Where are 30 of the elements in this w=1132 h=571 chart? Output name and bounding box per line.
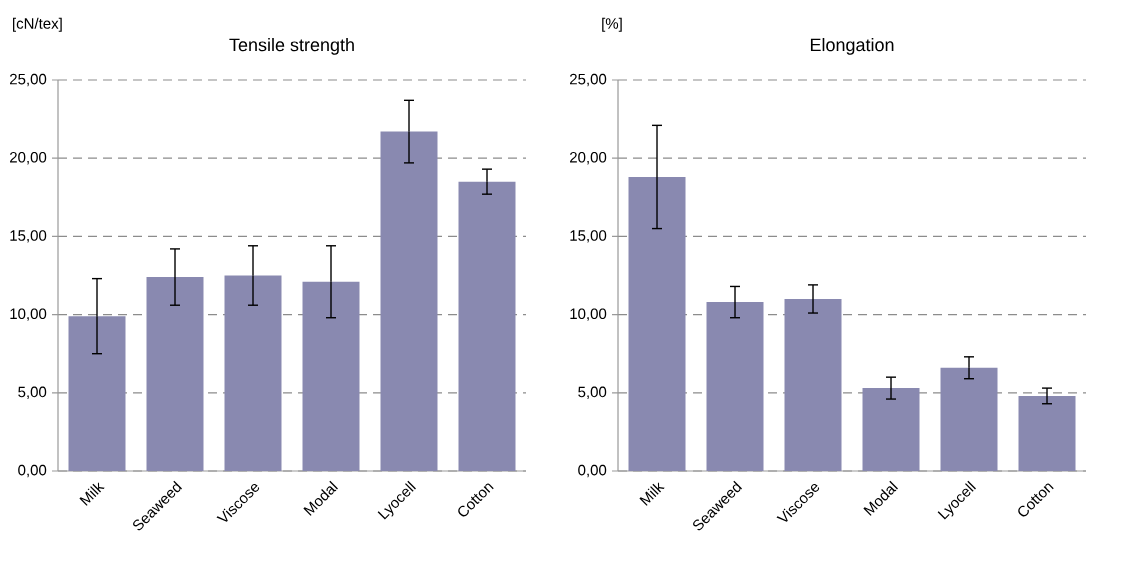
bar bbox=[784, 298, 842, 471]
y-tick-label: 5,00 bbox=[578, 386, 607, 399]
bar bbox=[146, 277, 204, 471]
chart-title: Tensile strength bbox=[229, 38, 354, 55]
bar bbox=[380, 131, 438, 471]
bar bbox=[1018, 395, 1076, 471]
y-tick-label: 0,00 bbox=[18, 464, 47, 478]
y-tick-label: 0,00 bbox=[578, 464, 607, 478]
y-axis-title: [cN/tex] bbox=[13, 17, 62, 32]
bar bbox=[302, 281, 360, 471]
y-axis-title: [%] bbox=[602, 17, 622, 32]
y-tick-label: 20,00 bbox=[10, 152, 47, 165]
y-tick-label: 10,00 bbox=[570, 308, 607, 321]
chart-title: Elongation bbox=[810, 38, 894, 55]
bar bbox=[68, 316, 126, 471]
bar bbox=[706, 302, 764, 471]
bar bbox=[458, 181, 516, 471]
x-tick-label: Milk bbox=[639, 482, 665, 506]
y-tick-label: 20,00 bbox=[570, 152, 607, 165]
y-tick-label: 25,00 bbox=[570, 73, 607, 87]
y-tick-label: 25,00 bbox=[10, 73, 47, 87]
y-tick-label: 15,00 bbox=[570, 230, 607, 243]
y-tick-label: 15,00 bbox=[10, 230, 47, 243]
y-tick-label: 10,00 bbox=[10, 308, 47, 321]
y-tick-label: 5,00 bbox=[18, 386, 47, 399]
x-tick-label: Milk bbox=[79, 482, 105, 506]
bar bbox=[862, 388, 920, 471]
bar bbox=[628, 176, 686, 471]
bar bbox=[224, 275, 282, 471]
bar bbox=[940, 367, 998, 471]
